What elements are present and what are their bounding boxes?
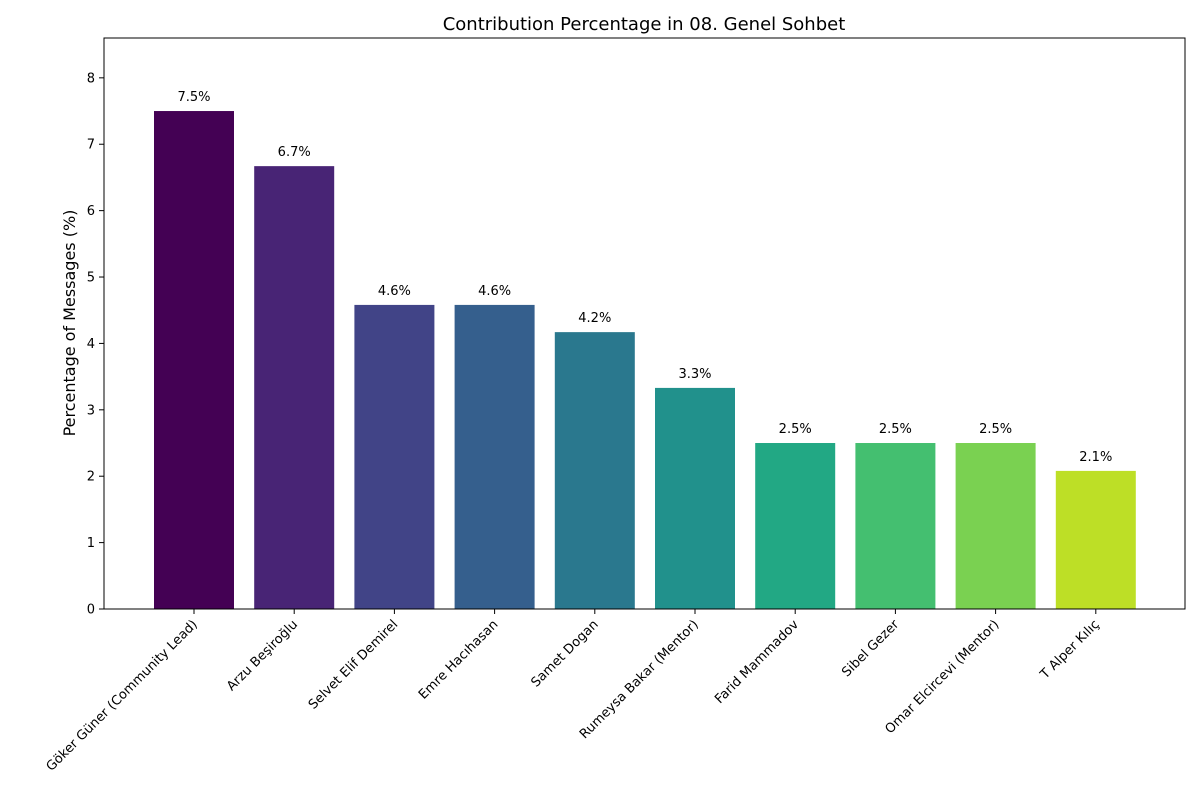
x-tick-label: Farid Mammadov [712, 617, 802, 707]
bar [855, 443, 936, 609]
y-tick-label: 7 [87, 138, 95, 153]
bar-value-label: 4.6% [478, 284, 511, 299]
x-tick-label: Emre Hacıhasan [416, 617, 501, 702]
bars-group [154, 111, 1136, 610]
bar-value-label: 4.2% [578, 311, 611, 326]
x-tick-label: Samet Dogan [528, 617, 601, 690]
x-tick-label: Selvet Elif Demirel [306, 617, 401, 712]
bar [254, 166, 335, 610]
bar [1055, 470, 1136, 609]
y-tick-label: 1 [87, 536, 95, 551]
y-tick-label: 0 [87, 603, 95, 618]
bar [554, 332, 635, 609]
bar [755, 443, 836, 609]
bar-data-labels: 7.5% 6.7% 4.6% 4.6% 4.2% 3.3% 2.5% 2.5% 2.5% 2.1% [177, 90, 1112, 465]
bar-value-label: 2.1% [1079, 450, 1112, 465]
bar [454, 304, 535, 609]
x-axis-ticks: Göker Güner (Community Lead) Arzu Beşiroğ… [44, 609, 1103, 774]
bar [955, 443, 1036, 609]
bar [154, 111, 234, 609]
x-tick-label: Arzu Beşiroğlu [224, 617, 301, 694]
y-tick-label: 4 [87, 337, 95, 352]
bar [655, 387, 735, 609]
y-tick-label: 3 [87, 403, 95, 418]
x-tick-label: Sibel Gezer [839, 617, 902, 680]
y-tick-label: 8 [87, 71, 95, 86]
bar-value-label: 7.5% [177, 90, 210, 105]
plot-area-frame [103, 37, 1186, 610]
x-tick-label: Omar Elcircevi (Mentor) [883, 617, 1003, 737]
bar-value-label: 2.5% [779, 422, 812, 437]
chart-title: Contribution Percentage in 08. Genel Soh… [443, 14, 846, 35]
x-tick-label: T Alper Kılıç [1037, 617, 1103, 683]
bar-value-label: 4.6% [378, 284, 411, 299]
bar [354, 304, 435, 609]
x-tick-label: Rumeysa Bakar (Mentor) [577, 617, 702, 742]
x-tick-label: Göker Güner (Community Lead) [44, 617, 201, 774]
y-axis-ticks: 0 1 2 3 4 5 6 7 8 [87, 71, 104, 618]
bar-value-label: 3.3% [678, 367, 711, 382]
bar-value-label: 2.5% [979, 422, 1012, 437]
y-tick-label: 5 [87, 271, 95, 286]
bar-value-label: 6.7% [278, 145, 311, 160]
y-tick-label: 2 [87, 470, 95, 485]
y-axis-label: Percentage of Messages (%) [60, 210, 79, 437]
y-tick-label: 6 [87, 204, 95, 219]
bar-value-label: 2.5% [879, 422, 912, 437]
